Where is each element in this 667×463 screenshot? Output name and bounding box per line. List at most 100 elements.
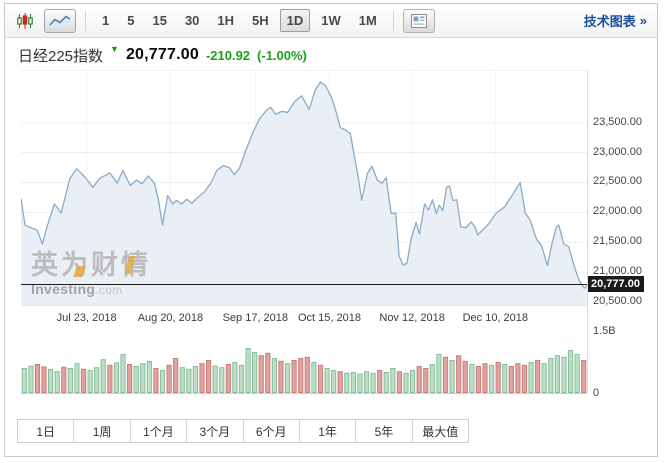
volume-bar <box>34 364 41 393</box>
x-axis-label: Aug 20, 2018 <box>137 312 204 324</box>
volume-bar <box>324 368 330 393</box>
interval-selector: 1 5 15 30 1H 5H 1D 1W 1M <box>95 9 384 32</box>
volume-bar <box>436 354 442 393</box>
volume-bar <box>350 372 356 393</box>
volume-bar <box>291 360 297 393</box>
volume-bar <box>561 356 567 393</box>
volume-bar <box>159 370 166 393</box>
volume-bar <box>416 366 422 393</box>
volume-bar <box>370 372 376 393</box>
volume-bar <box>271 358 277 393</box>
interval-1w[interactable]: 1W <box>321 13 341 28</box>
x-axis-label: Sep 17, 2018 <box>222 312 289 324</box>
volume-bar <box>535 360 541 393</box>
line-chart-button[interactable] <box>44 8 76 33</box>
volume-bar <box>403 372 409 393</box>
volume-bar <box>409 370 416 393</box>
volume-bar <box>528 362 534 393</box>
volume-bar <box>554 355 560 393</box>
volume-bar <box>100 359 106 393</box>
chevron-right-icon: » <box>639 13 647 28</box>
volume-chart[interactable] <box>21 331 587 393</box>
instrument-name: 日经225指数 <box>18 47 104 65</box>
interval-5[interactable]: 5 <box>127 13 135 28</box>
quote-header: 日经225指数 ▼ 20,777.00 -210.92 (-1.00%) <box>18 42 307 68</box>
candlestick-chart-icon[interactable] <box>15 11 35 31</box>
interval-15[interactable]: 15 <box>152 13 167 28</box>
volume-bar <box>548 358 554 393</box>
period-button-5[interactable]: 6个月 <box>244 420 300 442</box>
x-axis-label: Jul 23, 2018 <box>56 312 117 324</box>
volume-bar <box>192 366 199 393</box>
volume-bar <box>245 348 251 393</box>
volume-bar <box>304 356 310 393</box>
volume-bar <box>225 364 231 393</box>
price-change-percent: (-1.00%) <box>257 47 307 63</box>
volume-bar <box>475 366 482 393</box>
volume-bar <box>265 352 271 393</box>
period-button-2[interactable]: 1周 <box>74 420 131 442</box>
volume-bar <box>390 368 396 393</box>
y-axis-tick: 23,000.00 <box>593 145 642 158</box>
volume-axis-tick: 0 <box>593 387 600 399</box>
last-price-tag: 20,777.00 <box>588 276 644 292</box>
period-button-6[interactable]: 1年 <box>300 420 357 442</box>
volume-bar <box>140 363 146 393</box>
volume-bar <box>219 367 225 393</box>
volume-bar <box>67 368 73 393</box>
technical-chart-label: 技术图表 <box>583 14 636 29</box>
volume-bar <box>311 362 317 393</box>
last-price-value: 20,777.00 <box>125 46 199 63</box>
volume-bar <box>317 364 324 393</box>
period-button-3[interactable]: 1个月 <box>131 420 188 442</box>
news-panel-button[interactable] <box>402 8 435 33</box>
volume-bar <box>541 363 547 393</box>
volume-bar <box>87 370 93 393</box>
volume-bar <box>146 360 152 393</box>
x-axis-label: Dec 10, 2018 <box>462 312 529 324</box>
volume-bar <box>521 364 528 393</box>
volume-bar <box>331 370 337 393</box>
volume-bar <box>581 360 587 393</box>
interval-1d[interactable]: 1D <box>279 9 311 32</box>
y-axis-tick: 21,500.00 <box>593 235 642 248</box>
volume-bar <box>153 368 159 393</box>
period-selector: 1日 1周 1个月 3个月 6个月 1年 5年 最大值 <box>17 419 469 443</box>
interval-1[interactable]: 1 <box>102 13 110 28</box>
period-button-4[interactable]: 3个月 <box>187 420 244 442</box>
volume-bar <box>212 365 218 393</box>
interval-5h[interactable]: 5H <box>252 13 269 28</box>
volume-bar <box>469 364 475 393</box>
volume-bar <box>462 360 468 393</box>
period-button-8[interactable]: 最大值 <box>422 424 459 439</box>
volume-bar <box>502 364 508 393</box>
price-chart[interactable] <box>21 70 587 306</box>
volume-bar <box>48 368 54 393</box>
volume-bar <box>258 355 264 393</box>
interval-30[interactable]: 30 <box>184 13 200 28</box>
y-axis-tick: 20,500.00 <box>593 295 642 307</box>
y-axis-line <box>587 70 588 393</box>
volume-bar <box>429 364 435 393</box>
chart-widget: 1 5 15 30 1H 5H 1D 1W 1M 技术图表 » 日经225指数 ▼ 20,777… <box>4 3 658 457</box>
volume-bar <box>199 363 205 393</box>
period-button-7[interactable]: 5年 <box>356 420 413 442</box>
volume-bar <box>284 363 291 393</box>
y-axis-tick: 23,500.00 <box>593 115 642 128</box>
interval-1m[interactable]: 1M <box>358 13 377 28</box>
volume-bar <box>61 366 67 393</box>
period-button-1[interactable]: 1日 <box>18 420 75 442</box>
volume-bar <box>449 360 455 393</box>
toolbar-divider <box>392 10 394 31</box>
volume-bar <box>377 370 383 393</box>
volume-bar <box>205 360 212 393</box>
volume-bar <box>94 367 100 393</box>
volume-bar <box>252 352 258 393</box>
y-axis-tick: 22,500.00 <box>593 175 642 188</box>
volume-bar <box>482 363 488 393</box>
volume-bar <box>28 365 34 393</box>
price-change: -210.92 <box>205 47 251 63</box>
price-area <box>21 82 587 305</box>
interval-1h[interactable]: 1H <box>217 13 235 28</box>
technical-chart-link[interactable]: 技术图表 » <box>584 11 647 30</box>
